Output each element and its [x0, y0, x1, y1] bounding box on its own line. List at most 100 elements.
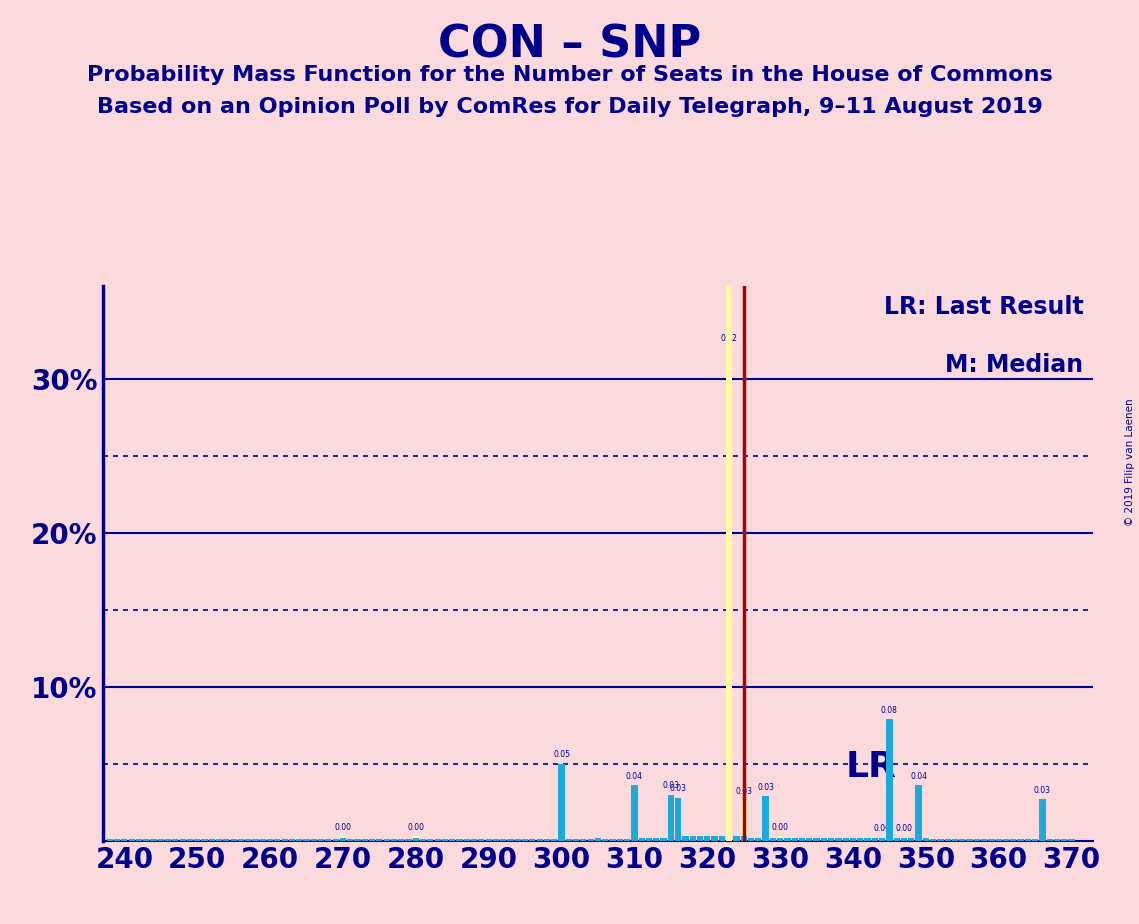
Bar [245, 839, 252, 841]
Bar [712, 836, 718, 841]
Bar [1062, 839, 1067, 841]
Bar [726, 348, 732, 841]
Text: 0.00: 0.00 [335, 822, 352, 832]
Bar [777, 838, 784, 841]
Bar [879, 838, 885, 841]
Bar [616, 839, 623, 841]
Text: 0.00: 0.00 [771, 822, 788, 832]
Bar [573, 839, 580, 841]
Bar [515, 839, 521, 841]
Bar [391, 839, 398, 841]
Bar [785, 838, 790, 841]
Bar [144, 839, 149, 841]
Bar [609, 839, 616, 841]
Bar [944, 839, 951, 841]
Bar [260, 839, 265, 841]
Text: 0.00: 0.00 [895, 824, 912, 833]
Bar [952, 839, 958, 841]
Bar [639, 838, 645, 841]
Bar [762, 838, 769, 841]
Text: 0.08: 0.08 [880, 706, 898, 714]
Bar [449, 839, 456, 841]
Text: LR: LR [845, 750, 896, 784]
Bar [253, 839, 259, 841]
Bar [989, 839, 994, 841]
Bar [667, 834, 674, 841]
Bar [1054, 839, 1060, 841]
Bar [384, 839, 390, 841]
Bar [798, 838, 805, 841]
Bar [689, 836, 696, 841]
Bar [1068, 839, 1075, 841]
Bar [1010, 839, 1016, 841]
Bar [624, 839, 630, 841]
Bar [223, 839, 229, 841]
Bar [967, 839, 973, 841]
Bar [1017, 839, 1024, 841]
Text: Based on an Opinion Poll by ComRes for Daily Telegraph, 9–11 August 2019: Based on an Opinion Poll by ComRes for D… [97, 97, 1042, 117]
Bar [981, 839, 988, 841]
Bar [777, 836, 784, 841]
Bar [1040, 799, 1046, 841]
Text: 0.03: 0.03 [670, 784, 687, 793]
Bar [558, 764, 565, 841]
Text: 0.32: 0.32 [721, 334, 738, 344]
Bar [974, 839, 980, 841]
Bar [1003, 839, 1009, 841]
Bar [908, 838, 915, 841]
Bar [748, 838, 754, 841]
Bar [871, 838, 878, 841]
Bar [675, 797, 681, 841]
Bar [1032, 839, 1039, 841]
Bar [886, 719, 893, 841]
Bar [238, 839, 244, 841]
Bar [522, 839, 528, 841]
Bar [704, 836, 711, 841]
Bar [427, 839, 434, 841]
Bar [289, 839, 295, 841]
Bar [281, 839, 288, 841]
Bar [689, 836, 696, 841]
Text: 0.00: 0.00 [408, 822, 425, 832]
Bar [806, 838, 812, 841]
Bar [762, 796, 769, 841]
Bar [740, 836, 747, 841]
Bar [959, 839, 966, 841]
Bar [646, 838, 652, 841]
Bar [194, 839, 200, 841]
Bar [472, 839, 477, 841]
Bar [1025, 839, 1031, 841]
Text: 0.03: 0.03 [735, 787, 752, 796]
Text: LR: Last Result: LR: Last Result [884, 295, 1083, 319]
Bar [230, 839, 237, 841]
Bar [937, 839, 943, 841]
Bar [157, 839, 164, 841]
Bar [923, 838, 929, 841]
Bar [339, 838, 346, 841]
Bar [274, 839, 280, 841]
Bar [536, 839, 543, 841]
Bar [588, 839, 593, 841]
Text: 0.03: 0.03 [663, 781, 679, 790]
Bar [566, 839, 572, 841]
Bar [1047, 839, 1052, 841]
Bar [326, 839, 331, 841]
Bar [530, 839, 535, 841]
Bar [187, 839, 192, 841]
Bar [770, 838, 776, 841]
Bar [551, 839, 557, 841]
Bar [208, 839, 215, 841]
Bar [544, 839, 550, 841]
Bar [740, 801, 747, 841]
Bar [296, 839, 302, 841]
Text: 0.04: 0.04 [626, 772, 642, 781]
Bar [339, 836, 346, 841]
Bar [202, 839, 207, 841]
Bar [369, 839, 375, 841]
Bar [362, 839, 368, 841]
Bar [129, 839, 134, 841]
Bar [595, 838, 601, 841]
Bar [682, 836, 688, 841]
Bar [580, 839, 587, 841]
Text: Probability Mass Function for the Number of Seats in the House of Commons: Probability Mass Function for the Number… [87, 65, 1052, 85]
